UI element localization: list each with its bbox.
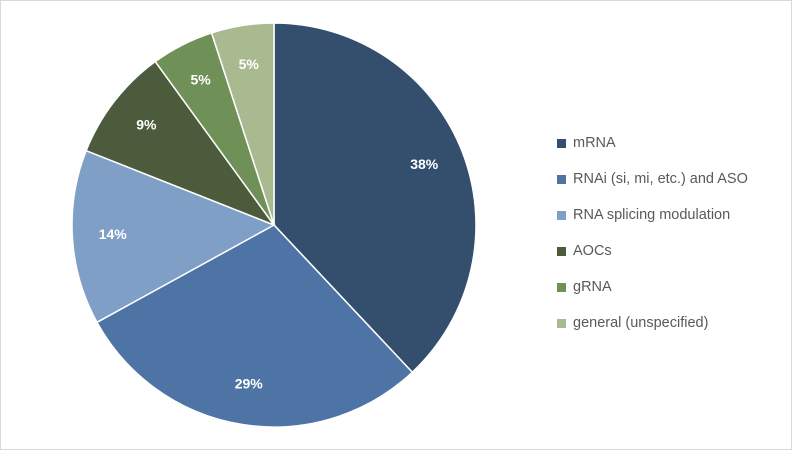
legend-label: gRNA <box>573 279 612 295</box>
pie-data-label-1: 29% <box>235 375 264 391</box>
chart-legend: mRNA RNAi (si, mi, etc.) and ASO RNA splic… <box>557 125 748 341</box>
pie-slices <box>71 22 477 428</box>
legend-swatch <box>557 138 566 148</box>
legend-item-1: RNAi (si, mi, etc.) and ASO <box>557 161 748 197</box>
legend-item-5: general (unspecified) <box>557 305 748 341</box>
legend-label: AOCs <box>573 243 612 259</box>
pie-slice-3 <box>85 60 277 227</box>
pie-data-label-5: 5% <box>239 56 260 72</box>
pie-slice-2 <box>71 149 276 324</box>
legend-label: RNA splicing modulation <box>573 207 731 223</box>
legend-label: RNAi (si, mi, etc.) and ASO <box>573 171 748 187</box>
legend-swatch <box>557 174 566 184</box>
pie-data-label-4: 5% <box>191 72 212 88</box>
legend-swatch <box>557 246 566 256</box>
legend-swatch <box>557 282 566 292</box>
legend-swatch <box>557 318 566 328</box>
pie-slice-1 <box>95 224 414 428</box>
pie-data-label-0: 38% <box>410 156 439 172</box>
legend-label: general (unspecified) <box>573 315 709 331</box>
legend-swatch <box>557 210 566 220</box>
pie-data-label-2: 14% <box>99 226 128 242</box>
legend-item-4: gRNA <box>557 269 748 305</box>
pie-data-labels: 38% 29% 14% 9% 5% 5% <box>99 56 439 391</box>
pie-slice-0 <box>273 22 477 374</box>
legend-label: mRNA <box>573 135 616 151</box>
pie-data-label-3: 9% <box>136 117 157 133</box>
legend-item-3: AOCs <box>557 233 748 269</box>
legend-item-2: RNA splicing modulation <box>557 197 748 233</box>
pie-slice-5 <box>210 22 275 226</box>
legend-item-0: mRNA <box>557 125 748 161</box>
